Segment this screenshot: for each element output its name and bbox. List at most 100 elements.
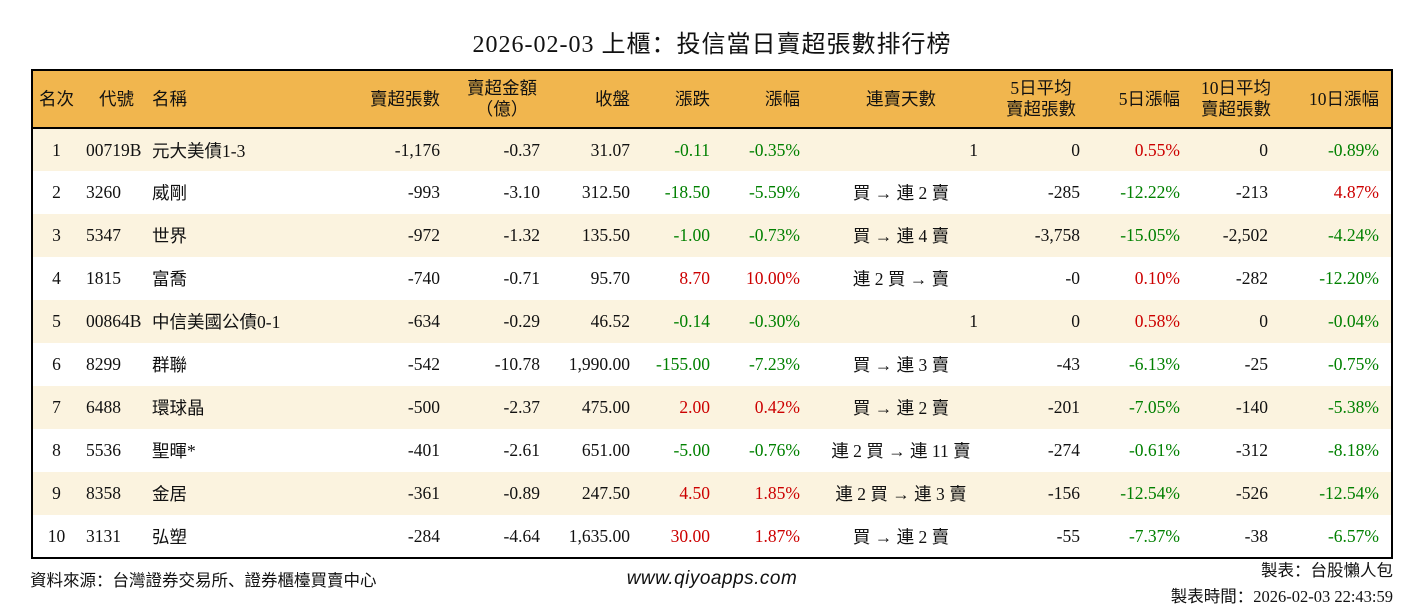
- cell-name: 弘塑: [152, 526, 187, 547]
- cell-close: 247.50: [581, 483, 630, 503]
- cell-name: 環球晶: [152, 398, 205, 418]
- cell-rank: 8: [52, 440, 61, 460]
- cell-pct5: -12.22%: [1120, 182, 1180, 202]
- cell-sell-amount: -2.37: [503, 397, 540, 417]
- table-row: 10 3131 弘塑 -284 -4.64 1,635.00 30.00 1.87% 買 → 連…: [32, 515, 1392, 558]
- col-header-rank: 名次: [32, 70, 80, 129]
- cell-code: 6488: [86, 397, 121, 417]
- cell-change-pct: 0.42%: [754, 397, 800, 417]
- cell-code: 3260: [86, 182, 121, 202]
- cell-sell-shares: -740: [407, 268, 440, 288]
- table-header: 名次 代號 名稱 賣超張數 賣超金額 （億） 收盤 漲跌 漲幅 連賣天數 5日平…: [32, 70, 1392, 129]
- table-body: 1 00719B 元大美債1-3 -1,176 -0.37 31.07 -0.11 -0.35…: [32, 128, 1392, 558]
- cell-sell-shares: -500: [407, 397, 440, 417]
- cell-rank: 3: [52, 225, 61, 245]
- cell-avg10-sell: -25: [1244, 354, 1268, 374]
- cell-close: 475.00: [581, 397, 630, 417]
- cell-code: 00719B: [86, 139, 142, 160]
- creator-note: 製表：台股懶人包: [1261, 561, 1393, 580]
- cell-sell-shares: -972: [407, 225, 440, 245]
- cell-code: 1815: [86, 268, 121, 288]
- cell-sell-amount: -0.89: [503, 483, 540, 503]
- cell-change-pct: -0.30%: [748, 311, 800, 331]
- cell-pct5: -6.13%: [1128, 354, 1180, 374]
- table-row: 8 5536 聖暉* -401 -2.61 651.00 -5.00 -0.76% 連 2 買 …: [32, 429, 1392, 472]
- cell-sell-shares: -284: [407, 525, 440, 546]
- cell-pct10: -8.18%: [1327, 440, 1379, 460]
- cell-sell-shares: -1,176: [394, 139, 440, 160]
- cell-pct10: -0.89%: [1327, 139, 1379, 160]
- cell-change: 8.70: [679, 268, 710, 288]
- cell-rank: 5: [52, 311, 61, 331]
- cell-pct5: -0.61%: [1128, 440, 1180, 460]
- cell-change: 30.00: [670, 525, 710, 546]
- cell-close: 651.00: [581, 440, 630, 460]
- cell-avg10-sell: -526: [1235, 483, 1268, 503]
- cell-rank: 10: [47, 525, 66, 546]
- cell-close: 95.70: [590, 268, 630, 288]
- cell-sell-streak: 1: [969, 139, 978, 160]
- cell-change: -5.00: [673, 440, 710, 460]
- cell-sell-amount: -4.64: [503, 525, 540, 546]
- cell-rank: 2: [52, 182, 61, 202]
- cell-sell-streak: 買 → 連 2 賣: [852, 398, 950, 418]
- page-title: 2026-02-03 上櫃：投信當日賣超張數排行榜: [472, 32, 952, 58]
- cell-pct10: -6.57%: [1327, 525, 1379, 546]
- cell-pct5: -12.54%: [1120, 483, 1180, 503]
- cell-avg5-sell: -43: [1056, 354, 1080, 374]
- table-row: 6 8299 群聯 -542 -10.78 1,990.00 -155.00 -7.23% 買 …: [32, 343, 1392, 386]
- cell-avg5-sell: -55: [1056, 525, 1080, 546]
- cell-change-pct: 1.85%: [754, 483, 800, 503]
- cell-avg10-sell: -38: [1244, 525, 1268, 546]
- cell-sell-shares: -401: [407, 440, 440, 460]
- cell-pct5: -7.37%: [1128, 525, 1180, 546]
- cell-sell-streak: 買 → 連 3 賣: [852, 355, 950, 375]
- cell-sell-streak: 1: [969, 311, 978, 331]
- cell-sell-streak: 買 → 連 2 賣: [852, 183, 950, 203]
- cell-sell-shares: -542: [407, 354, 440, 374]
- cell-avg5-sell: -156: [1047, 483, 1080, 503]
- cell-name: 威剛: [152, 183, 187, 203]
- cell-avg5-sell: 0: [1071, 311, 1080, 331]
- cell-avg10-sell: -213: [1235, 182, 1268, 202]
- cell-pct10: -0.75%: [1327, 354, 1379, 374]
- cell-change-pct: 1.87%: [754, 525, 800, 546]
- cell-sell-amount: -10.78: [494, 354, 540, 374]
- cell-avg5-sell: -0: [1065, 268, 1080, 288]
- cell-pct5: -7.05%: [1128, 397, 1180, 417]
- cell-sell-amount: -1.32: [503, 225, 540, 245]
- cell-change: -0.14: [673, 311, 710, 331]
- col-header-avg5-sell: 5日平均 賣超張數: [990, 70, 1092, 129]
- cell-code: 5536: [86, 440, 121, 460]
- cell-sell-amount: -0.37: [503, 139, 540, 160]
- cell-sell-shares: -361: [407, 483, 440, 503]
- cell-pct5: -15.05%: [1120, 225, 1180, 245]
- cell-avg10-sell: -312: [1235, 440, 1268, 460]
- cell-change-pct: -7.23%: [748, 354, 800, 374]
- cell-pct10: -0.04%: [1327, 311, 1379, 331]
- cell-change: -0.11: [674, 139, 710, 160]
- table-row: 9 8358 金居 -361 -0.89 247.50 4.50 1.85% 連 2 買 → 連…: [32, 472, 1392, 515]
- cell-pct10: -4.24%: [1327, 225, 1379, 245]
- cell-rank: 7: [52, 397, 61, 417]
- header-row: 名次 代號 名稱 賣超張數 賣超金額 （億） 收盤 漲跌 漲幅 連賣天數 5日平…: [32, 70, 1392, 129]
- cell-avg10-sell: 0: [1259, 311, 1268, 331]
- col-header-close: 收盤: [552, 70, 642, 129]
- cell-close: 135.50: [581, 225, 630, 245]
- cell-pct5: 0.58%: [1134, 311, 1180, 331]
- cell-code: 5347: [86, 225, 121, 245]
- cell-sell-amount: -0.71: [503, 268, 540, 288]
- cell-avg10-sell: -2,502: [1222, 225, 1268, 245]
- cell-sell-amount: -2.61: [503, 440, 540, 460]
- cell-pct5: 0.10%: [1134, 268, 1180, 288]
- cell-sell-amount: -0.29: [503, 311, 540, 331]
- cell-code: 8299: [86, 354, 121, 374]
- cell-pct5: 0.55%: [1134, 139, 1180, 160]
- cell-pct10: -5.38%: [1327, 397, 1379, 417]
- cell-avg5-sell: -285: [1047, 182, 1080, 202]
- cell-code: 00864B: [86, 311, 142, 331]
- col-header-name: 名稱: [148, 70, 300, 129]
- cell-name: 元大美債1-3: [152, 140, 246, 161]
- col-header-avg10-sell: 10日平均 賣超張數: [1192, 70, 1280, 129]
- cell-rank: 6: [52, 354, 61, 374]
